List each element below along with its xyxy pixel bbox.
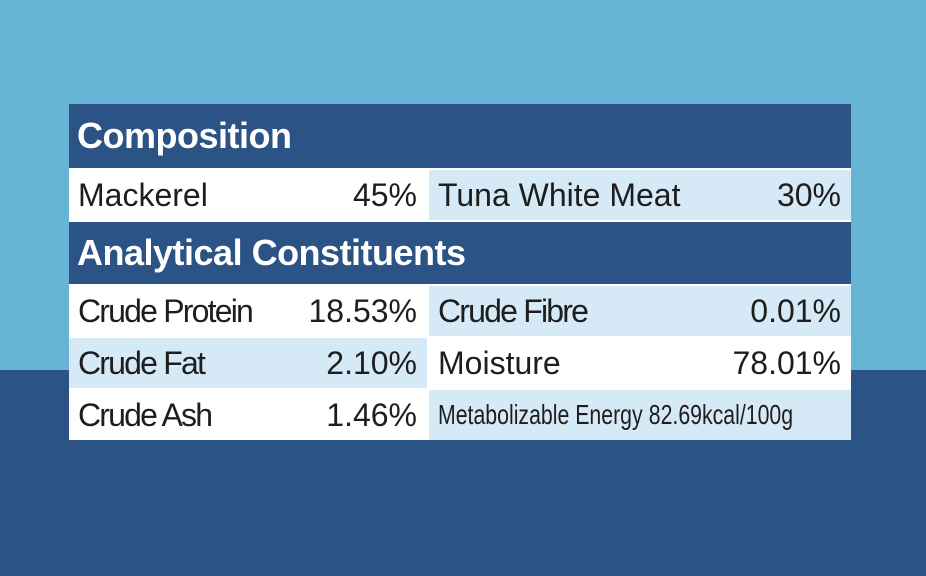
energy-text: Metabolizable Energy 82.69kcal/100g — [438, 399, 793, 431]
cell: Crude Fibre 0.01% — [429, 286, 851, 336]
value: 0.01% — [750, 292, 841, 329]
label: Tuna White Meat — [438, 176, 681, 213]
label: Metabolizable Energy — [438, 399, 643, 430]
label: Crude Ash — [78, 396, 213, 433]
value: 82.69kcal/100g — [648, 399, 794, 430]
value: 18.53% — [308, 292, 417, 329]
cell: Crude Ash 1.46% — [69, 390, 427, 440]
table-row: Crude Fat 2.10% Moisture 78.01% — [69, 338, 851, 388]
label: Crude Fibre — [438, 292, 589, 329]
label: Crude Fat — [78, 344, 206, 381]
cell: Tuna White Meat 30% — [429, 170, 851, 220]
cell: Crude Fat 2.10% — [69, 338, 427, 388]
table-row: Crude Ash 1.46% Metabolizable Energy 82.… — [69, 390, 851, 440]
table-row: Crude Protein 18.53% Crude Fibre 0.01% — [69, 286, 851, 336]
cell: Moisture 78.01% — [429, 338, 851, 388]
label: Mackerel — [78, 176, 208, 213]
value: 1.46% — [326, 396, 417, 433]
cell: Mackerel 45% — [69, 170, 427, 220]
cell: Metabolizable Energy 82.69kcal/100g — [429, 390, 851, 440]
value: 30% — [776, 176, 841, 213]
value: 2.10% — [326, 344, 417, 381]
cell: Crude Protein 18.53% — [69, 286, 427, 336]
section-title: Analytical Constituents — [69, 222, 851, 284]
table-row: Mackerel 45% Tuna White Meat 30% — [69, 170, 851, 220]
section-title: Composition — [69, 104, 851, 168]
value: 45% — [352, 176, 417, 213]
info-table: Composition Mackerel 45% Tuna White Meat… — [69, 104, 851, 440]
value: 78.01% — [732, 344, 841, 381]
label: Moisture — [438, 344, 561, 381]
label: Crude Protein — [78, 292, 254, 329]
